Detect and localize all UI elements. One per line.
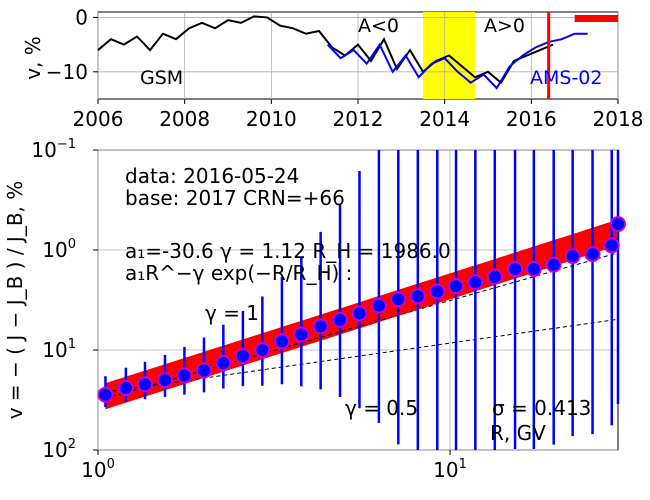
data-point <box>507 261 524 278</box>
data-point <box>409 288 426 305</box>
top-series-line-ams02 <box>326 32 588 90</box>
top-x-tick-label: 2006 <box>73 107 124 131</box>
data-point <box>176 367 193 384</box>
data-point <box>564 248 581 265</box>
data-point <box>215 355 232 372</box>
bottom-y-axis-label: v = − ( J − J_B ) / J_B, % <box>3 181 27 420</box>
data-point <box>157 372 174 389</box>
a-neg-label: A<0 <box>358 15 399 37</box>
bottom-x-axis-label: R, GV <box>490 421 546 445</box>
top-x-tick-label: 2008 <box>159 107 210 131</box>
data-point <box>117 380 134 397</box>
data-point <box>195 362 212 379</box>
info-base: base: 2017 CRN=+66 <box>125 186 345 210</box>
bottom-panel <box>97 149 626 451</box>
top-series-line-gsm <box>97 15 554 85</box>
data-point <box>332 311 349 328</box>
gsm-label: GSM <box>140 67 183 89</box>
reference-line-gamma-one <box>105 252 619 399</box>
data-point <box>486 268 503 285</box>
data-point <box>610 216 626 233</box>
bottom-x-tick-label: 100 <box>81 457 115 482</box>
top-x-tick-label: 2016 <box>506 107 557 131</box>
data-point <box>137 376 154 393</box>
bottom-y-tick-label: 102 <box>42 437 76 462</box>
data-point <box>390 291 407 308</box>
top-x-tick-label: 2010 <box>246 107 297 131</box>
data-point <box>467 274 484 291</box>
top-panel <box>97 11 619 100</box>
bottom-y-tick-label: 10−1 <box>31 137 76 162</box>
bottom-x-tick-label: 101 <box>433 457 467 482</box>
top-x-tick-label: 2012 <box>333 107 384 131</box>
info-params: a₁=-30.6 γ = 1.12 R_H = 1986.0 <box>125 239 451 263</box>
data-point <box>293 326 310 343</box>
data-point <box>429 283 446 300</box>
data-point <box>234 348 251 365</box>
data-point <box>254 342 271 358</box>
bottom-y-tick-label: 100 <box>42 237 76 262</box>
data-point <box>603 237 620 254</box>
a-pos-label: A>0 <box>484 15 525 37</box>
top-y-tick-label: −10 <box>46 60 88 84</box>
info-date: data: 2016-05-24 <box>125 164 299 188</box>
sigma-label: σ = 0.413 <box>492 396 591 420</box>
data-point <box>448 278 465 295</box>
data-point <box>273 333 290 350</box>
data-point <box>370 297 387 314</box>
top-y-tick-label: 0 <box>75 5 88 29</box>
top-y-axis-label: v, % <box>21 36 45 80</box>
data-point <box>584 246 601 263</box>
data-point <box>545 256 562 273</box>
top-x-tick-label: 2018 <box>593 107 644 131</box>
top-x-tick-label: 2014 <box>419 107 470 131</box>
gamma-half-label: γ = 0.5 <box>345 396 418 420</box>
data-point <box>525 261 542 278</box>
ams02-label: AMS-02 <box>530 67 602 89</box>
bottom-y-tick-label: 101 <box>42 337 76 362</box>
data-point <box>97 386 114 403</box>
gamma-one-label: γ = 1 <box>205 301 259 325</box>
info-formula: a₁R^−γ exp(−R/R_H) : <box>125 261 352 285</box>
data-point <box>312 318 329 335</box>
data-point <box>351 305 368 322</box>
